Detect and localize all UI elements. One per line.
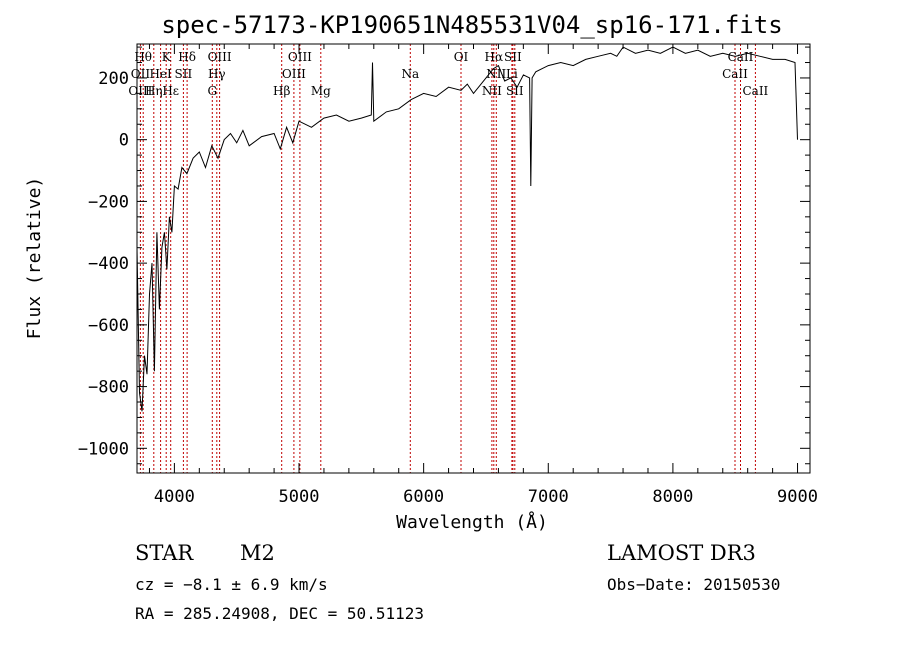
line-label-23: Mg <box>311 84 331 98</box>
line-label-9: OII <box>131 67 151 81</box>
y-tick-label-1: −800 <box>88 378 129 398</box>
redshift-value: cz = −8.1 ± 6.9 km/s <box>135 575 328 594</box>
x-axis-ticks: 4000 5000 6000 7000 8000 9000 <box>148 44 818 507</box>
y-tick-label-3: −400 <box>88 254 129 274</box>
line-label-13: OIII <box>282 67 306 81</box>
x-tick-label-4: 8000 <box>652 487 693 507</box>
line-label-5: OI <box>454 50 469 64</box>
line-label-20: Hε <box>162 84 179 98</box>
line-label-24: NII <box>482 84 502 98</box>
y-axis-ticks: −1000 −800 −600 −400 −200 0 200 <box>78 46 810 465</box>
y-tick-label-0: −1000 <box>78 439 129 459</box>
line-label-1: K <box>162 50 172 64</box>
line-label-25: SII <box>506 84 524 98</box>
line-label-0: Hθ <box>134 50 152 64</box>
line-label-14: Na <box>401 67 419 81</box>
line-label-10: HeI <box>149 67 172 81</box>
line-label-3: OIII <box>208 50 232 64</box>
plot-frame <box>136 43 811 474</box>
x-tick-label-1: 5000 <box>279 487 320 507</box>
line-label-8: CaII <box>728 50 754 64</box>
line-label-17: CaII <box>722 67 748 81</box>
line-markers <box>139 44 756 473</box>
line-label-12: Hγ <box>208 67 226 81</box>
line-label-6: Hα <box>485 50 504 64</box>
x-tick-label-5: 9000 <box>777 487 818 507</box>
survey-name: LAMOST DR3 <box>607 541 756 565</box>
line-label-4: OIII <box>288 50 312 64</box>
coordinates: RA = 285.24908, DEC = 50.51123 <box>135 604 424 623</box>
line-label-21: G <box>208 84 218 98</box>
line-label-22: Hβ <box>273 84 290 98</box>
object-subclass: M2 <box>240 541 275 565</box>
y-tick-label-5: 0 <box>119 131 129 151</box>
y-axis-label: Flux (relative) <box>24 177 45 340</box>
line-label-7: SII <box>504 50 522 64</box>
chart-title: spec-57173-KP190651N485531V04_sp16-171.f… <box>161 11 782 39</box>
x-tick-label-2: 6000 <box>403 487 444 507</box>
x-tick-label-3: 7000 <box>528 487 569 507</box>
object-class: STAR <box>135 541 194 565</box>
line-label-26: CaII <box>742 84 768 98</box>
y-tick-label-2: −600 <box>88 316 129 336</box>
line-label-2: Hδ <box>178 50 196 64</box>
line-label-19: Hη <box>145 84 163 98</box>
x-tick-label-0: 4000 <box>154 487 195 507</box>
y-tick-label-4: −200 <box>88 192 129 212</box>
spectrum-line <box>136 46 798 412</box>
y-tick-label-6: 200 <box>98 69 129 89</box>
line-label-11: SII <box>175 67 193 81</box>
x-axis-label: Wavelength (Å) <box>396 511 548 533</box>
line-label-18: OIII <box>128 84 152 98</box>
obs-date: Obs−Date: 20150530 <box>607 575 780 594</box>
line-label-16: Li <box>506 67 518 81</box>
